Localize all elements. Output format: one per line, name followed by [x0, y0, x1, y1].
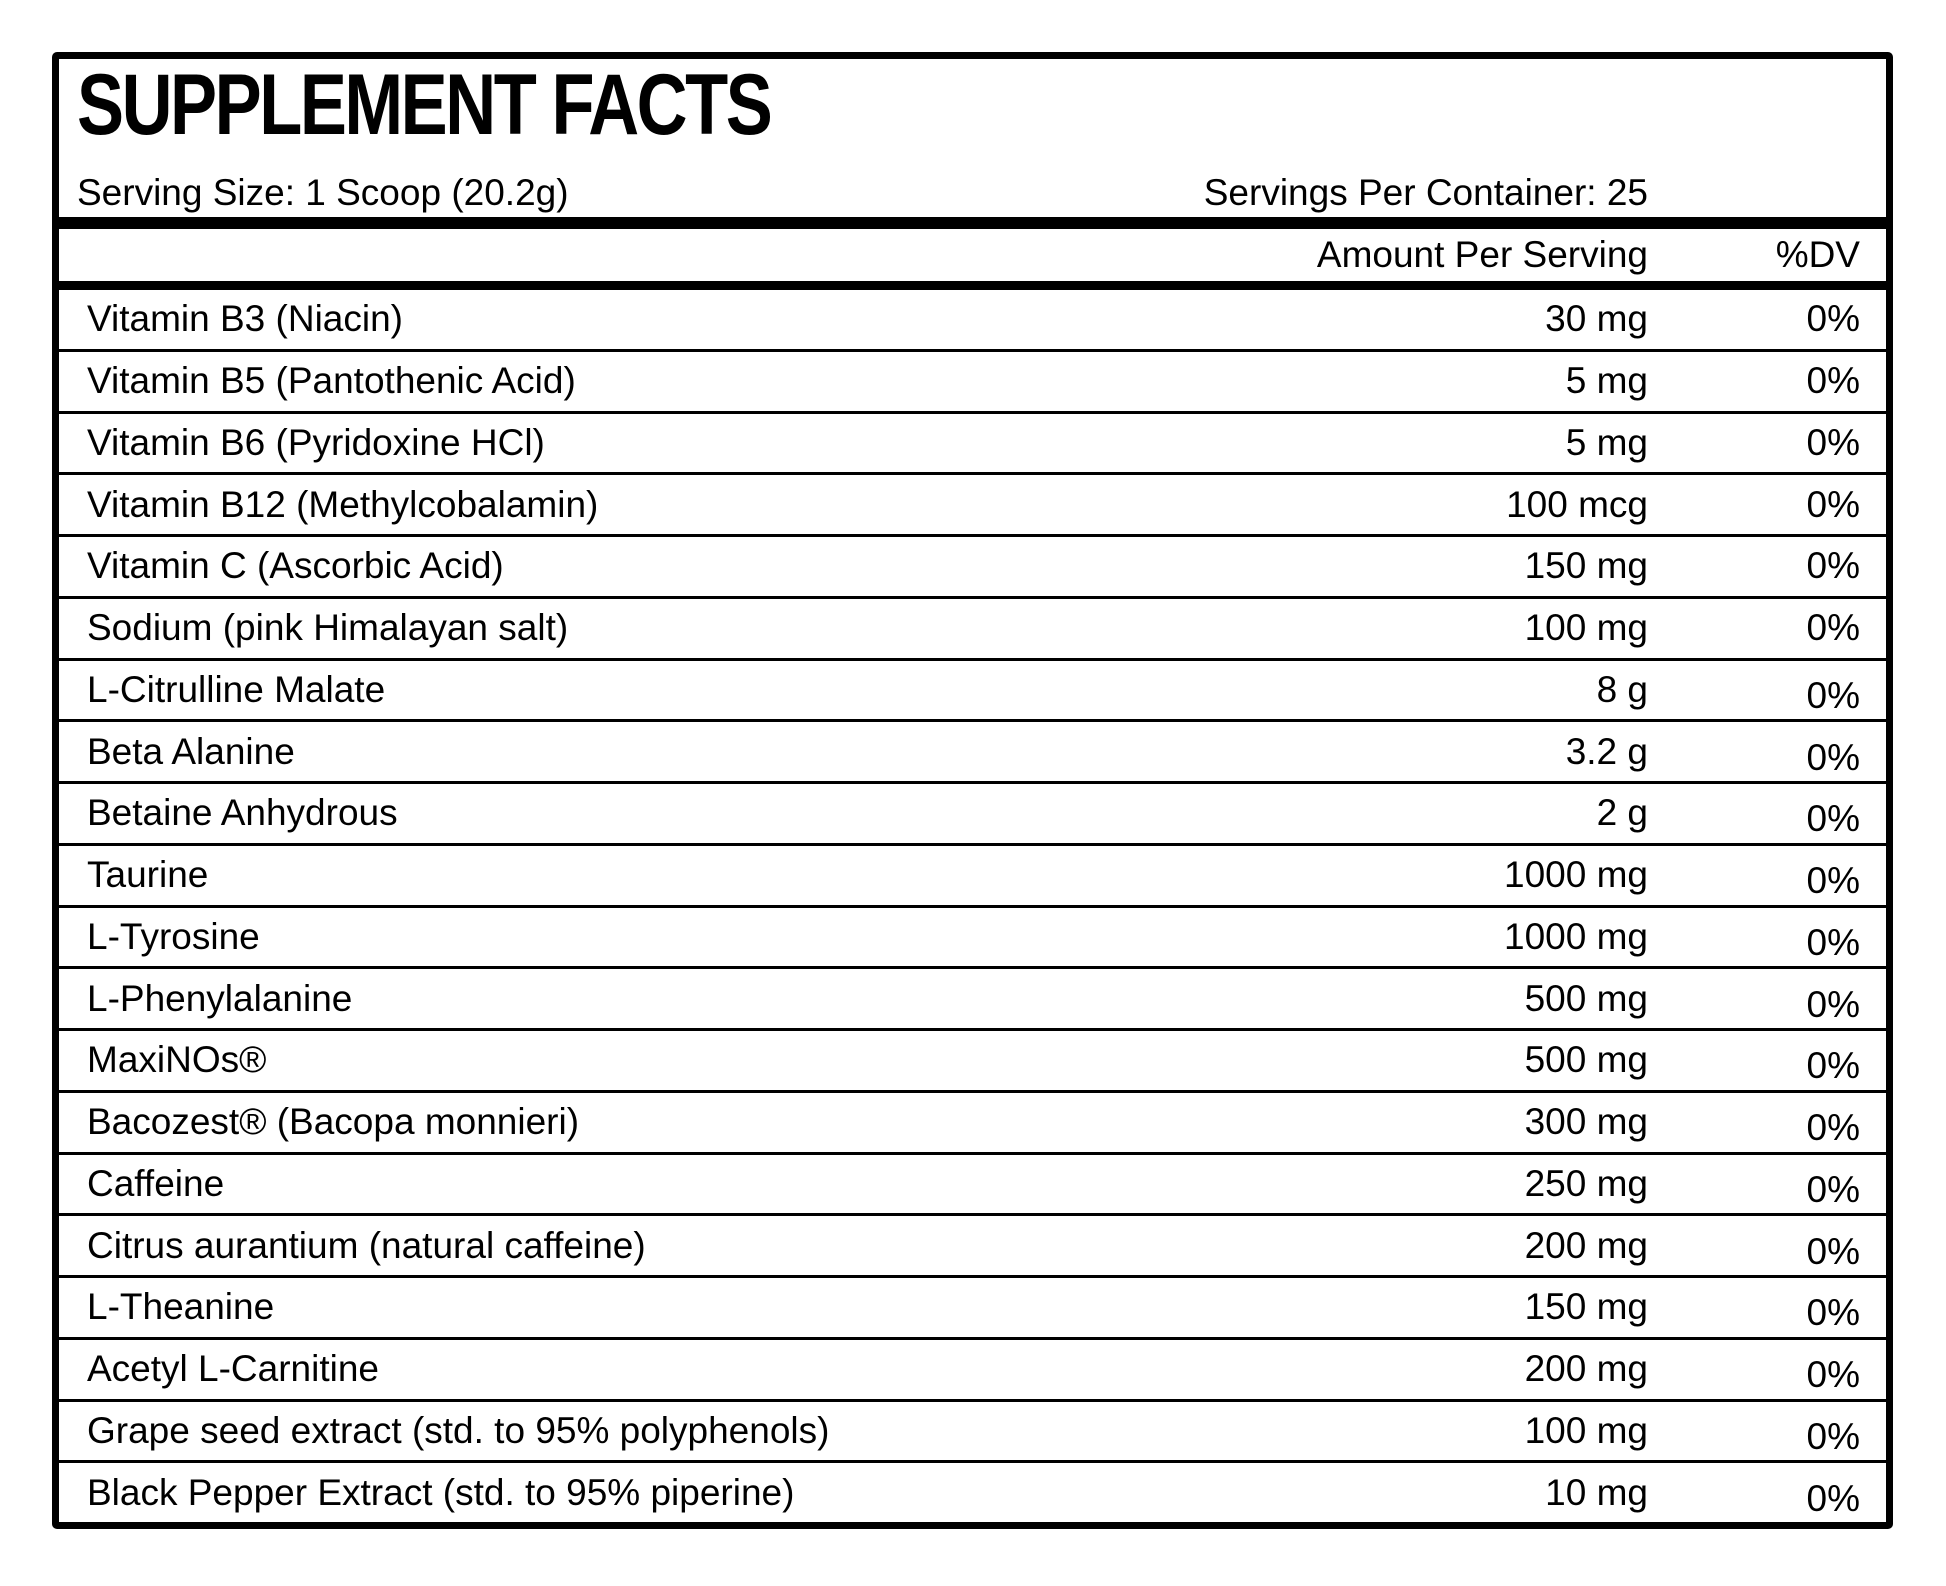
ingredient-name-cell: L-Citrulline Malate — [87, 668, 386, 710]
table-row: Acetyl L-Carnitine 200 mg 0% — [59, 1336, 1886, 1399]
table-row: Vitamin B5 (Pantothenic Acid) 5 mg 0% — [59, 348, 1886, 411]
table-row: Betaine Anhydrous 2 g 0% — [59, 781, 1886, 843]
ingredient-name-cell: Acetyl L-Carnitine — [87, 1348, 380, 1390]
table-row: Beta Alanine 3.2 g 0% — [59, 719, 1886, 781]
table-row: Citrus aurantium (natural caffeine) 200 … — [59, 1213, 1886, 1275]
ingredient-amount-cell: 100 mg — [1524, 1409, 1648, 1451]
table-row: L-Tyrosine 1000 mg 0% — [59, 904, 1886, 967]
label-masthead: SUPPLEMENT FACTS Serving Size: 1 Scoop (… — [59, 59, 1886, 217]
ingredient-amount-cell: 200 mg — [1524, 1224, 1648, 1266]
header-divider-bar — [59, 217, 1886, 229]
servings-per-container-text: Servings Per Container: 25 — [1203, 172, 1648, 214]
table-row: Taurine 1000 mg 0% — [59, 842, 1886, 905]
ingredient-dv-cell: 0% — [1806, 360, 1860, 402]
ingredient-dv-cell: 0% — [1806, 1168, 1860, 1210]
table-row: Caffeine 250 mg 0% — [59, 1151, 1886, 1214]
table-row: Bacozest® (Bacopa monnieri) 300 mg 0% — [59, 1089, 1886, 1152]
ingredient-amount-cell: 250 mg — [1524, 1162, 1648, 1204]
ingredient-amount-cell: 30 mg — [1545, 298, 1648, 340]
table-row: Vitamin B3 (Niacin) 30 mg 0% — [59, 290, 1886, 349]
ingredient-dv-cell: 0% — [1806, 1415, 1860, 1457]
ingredient-amount-cell: 300 mg — [1524, 1101, 1648, 1143]
ingredient-amount-cell: 100 mcg — [1506, 483, 1648, 525]
ingredient-amount-cell: 200 mg — [1524, 1348, 1648, 1390]
ingredient-amount-cell: 500 mg — [1524, 977, 1648, 1019]
ingredient-name-cell: Vitamin B12 (Methylcobalamin) — [87, 483, 599, 525]
ingredient-dv-cell: 0% — [1806, 674, 1860, 716]
ingredient-dv-cell: 0% — [1806, 1292, 1860, 1334]
ingredient-name-cell: Grape seed extract (std. to 95% polyphen… — [87, 1409, 830, 1451]
columns-header-row: Amount Per Serving %DV — [59, 229, 1886, 281]
ingredient-name-cell: L-Tyrosine — [87, 915, 260, 957]
ingredient-amount-cell: 10 mg — [1545, 1471, 1648, 1513]
ingredient-dv-cell: 0% — [1806, 607, 1860, 649]
ingredient-dv-cell: 0% — [1806, 983, 1860, 1025]
ingredient-dv-cell: 0% — [1806, 298, 1860, 340]
table-row: Black Pepper Extract (std. to 95% piperi… — [59, 1460, 1886, 1522]
table-row: Sodium (pink Himalayan salt) 100 mg 0% — [59, 595, 1886, 658]
table-row: MaxiNOs® 500 mg 0% — [59, 1028, 1886, 1090]
ingredient-dv-cell: 0% — [1806, 860, 1860, 902]
dv-column-header: %DV — [1775, 234, 1860, 275]
ingredient-dv-cell: 0% — [1806, 1107, 1860, 1149]
ingredient-amount-cell: 100 mg — [1524, 607, 1648, 649]
ingredient-name-cell: L-Phenylalanine — [87, 977, 353, 1019]
table-row: L-Theanine 150 mg 0% — [59, 1275, 1886, 1337]
ingredient-dv-cell: 0% — [1806, 1045, 1860, 1087]
serving-size-text: Serving Size: 1 Scoop (20.2g) — [77, 172, 569, 214]
ingredient-amount-cell: 2 g — [1596, 792, 1648, 834]
ingredient-name-cell: Caffeine — [87, 1162, 225, 1204]
amount-column-header: Amount Per Serving — [1316, 234, 1648, 275]
ingredient-name-cell: Vitamin B5 (Pantothenic Acid) — [87, 360, 576, 402]
ingredient-name-cell: Vitamin B3 (Niacin) — [87, 298, 403, 340]
ingredient-name-cell: Vitamin B6 (Pyridoxine HCl) — [87, 421, 545, 463]
ingredient-dv-cell: 0% — [1806, 736, 1860, 778]
ingredient-amount-cell: 500 mg — [1524, 1039, 1648, 1081]
ingredient-dv-cell: 0% — [1806, 1477, 1860, 1519]
ingredient-amount-cell: 1000 mg — [1504, 854, 1648, 896]
table-row: Vitamin B6 (Pyridoxine HCl) 5 mg 0% — [59, 410, 1886, 473]
ingredient-amount-cell: 8 g — [1596, 668, 1648, 710]
ingredient-dv-cell: 0% — [1806, 798, 1860, 840]
ingredient-name-cell: Beta Alanine — [87, 730, 295, 772]
ingredient-amount-cell: 3.2 g — [1565, 730, 1648, 772]
ingredient-name-cell: MaxiNOs® — [87, 1039, 267, 1081]
serving-info-row: Serving Size: 1 Scoop (20.2g) Servings P… — [77, 173, 1886, 214]
table-row: L-Citrulline Malate 8 g 0% — [59, 657, 1886, 720]
ingredient-dv-cell: 0% — [1806, 483, 1860, 525]
ingredient-dv-cell: 0% — [1806, 545, 1860, 587]
ingredient-amount-cell: 150 mg — [1524, 1286, 1648, 1328]
title-row: SUPPLEMENT FACTS — [77, 57, 1886, 153]
ingredient-name-cell: Black Pepper Extract (std. to 95% piperi… — [87, 1471, 795, 1513]
ingredient-name-cell: Sodium (pink Himalayan salt) — [87, 607, 569, 649]
ingredient-rows: Vitamin B3 (Niacin) 30 mg 0% Vitamin B5 … — [59, 290, 1886, 1522]
columns-divider-bar — [59, 281, 1886, 290]
table-row: L-Phenylalanine 500 mg 0% — [59, 966, 1886, 1028]
ingredient-name-cell: Taurine — [87, 854, 209, 896]
ingredient-dv-cell: 0% — [1806, 1354, 1860, 1396]
table-row: Grape seed extract (std. to 95% polyphen… — [59, 1398, 1886, 1461]
ingredient-dv-cell: 0% — [1806, 921, 1860, 963]
ingredient-amount-cell: 1000 mg — [1504, 915, 1648, 957]
ingredient-name-cell: Bacozest® (Bacopa monnieri) — [87, 1101, 580, 1143]
ingredient-name-cell: Vitamin C (Ascorbic Acid) — [87, 545, 504, 587]
table-row: Vitamin B12 (Methylcobalamin) 100 mcg 0% — [59, 472, 1886, 534]
ingredient-name-cell: Betaine Anhydrous — [87, 792, 398, 834]
ingredient-amount-cell: 5 mg — [1565, 421, 1648, 463]
ingredient-name-cell: Citrus aurantium (natural caffeine) — [87, 1224, 646, 1266]
supplement-facts-label: SUPPLEMENT FACTS Serving Size: 1 Scoop (… — [52, 52, 1893, 1529]
page-title: SUPPLEMENT FACTS — [77, 57, 773, 153]
table-row: Vitamin C (Ascorbic Acid) 150 mg 0% — [59, 534, 1886, 596]
ingredient-dv-cell: 0% — [1806, 421, 1860, 463]
ingredient-amount-cell: 150 mg — [1524, 545, 1648, 587]
ingredient-amount-cell: 5 mg — [1565, 360, 1648, 402]
ingredient-dv-cell: 0% — [1806, 1230, 1860, 1272]
ingredient-name-cell: L-Theanine — [87, 1286, 275, 1328]
